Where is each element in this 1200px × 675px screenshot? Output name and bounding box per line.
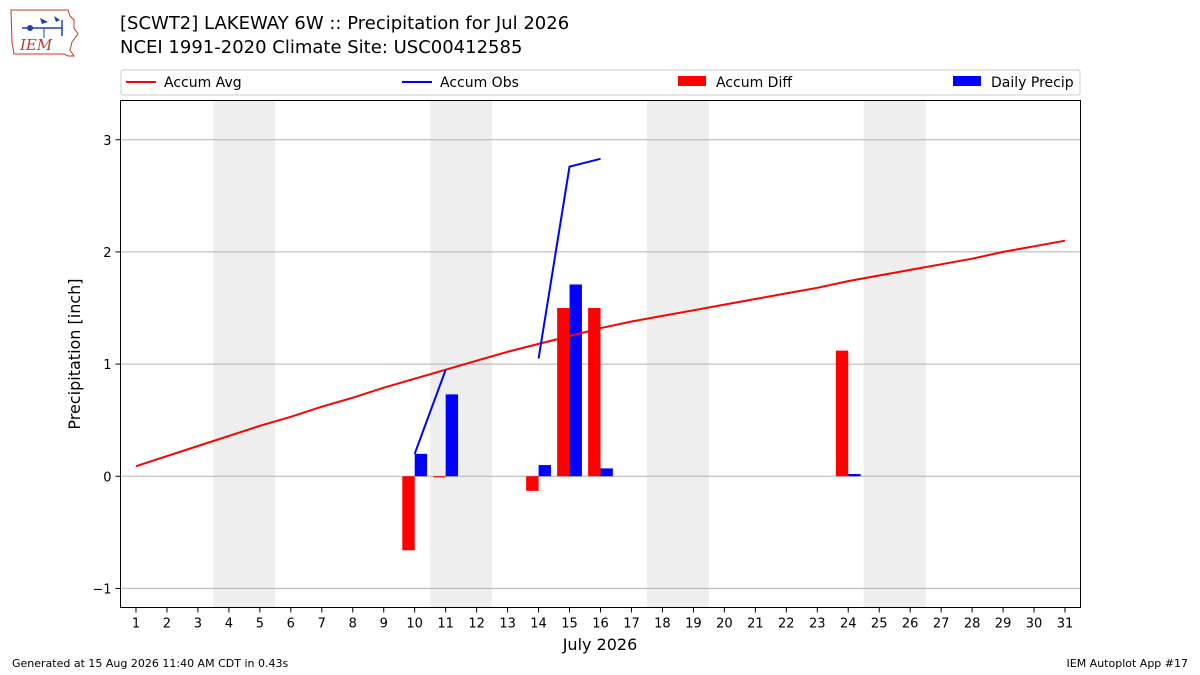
chart-subtitle: NCEI 1991-2020 Climate Site: USC00412585 — [120, 37, 523, 58]
accum-diff-bar — [557, 308, 570, 477]
x-tick-label: 23 — [809, 617, 826, 632]
accum-avg-line — [135, 239, 1066, 468]
x-tick-label: 26 — [902, 617, 919, 632]
x-tick-label: 22 — [778, 617, 795, 632]
accum-diff-bar — [433, 476, 446, 478]
x-tick-label: 29 — [995, 617, 1012, 632]
x-tick-label: 5 — [256, 617, 264, 632]
legend-label-daily-precip: Daily Precip — [991, 75, 1074, 91]
x-tick-label: 9 — [380, 617, 388, 632]
iem-logo: IEM — [10, 9, 79, 57]
x-tick-label: 16 — [592, 617, 609, 632]
x-tick-label: 7 — [318, 617, 326, 632]
x-tick-label: 19 — [685, 617, 702, 632]
x-tick-label: 30 — [1026, 617, 1043, 632]
legend: Accum Avg Accum Obs Accum Diff Daily Pre… — [120, 69, 1081, 96]
weekend-band — [863, 100, 926, 608]
x-tick-label: 27 — [933, 617, 950, 632]
accum-obs-line — [413, 369, 447, 455]
x-tick-label: 12 — [468, 617, 485, 632]
iowa-state-outline — [10, 9, 79, 57]
x-tick-label: 6 — [287, 617, 295, 632]
y-tick-label: 2 — [103, 246, 111, 261]
x-tick-label: 14 — [530, 617, 547, 632]
x-tick-label: 25 — [871, 617, 888, 632]
y-tick-label: 1 — [103, 358, 111, 373]
weekend-band — [213, 100, 276, 608]
legend-label-accum-obs: Accum Obs — [440, 75, 519, 91]
accum-diff-bar — [402, 476, 415, 551]
legend-swatch-accum-diff — [678, 76, 706, 86]
daily-precip-bar — [600, 468, 613, 477]
daily-precip-bar — [414, 453, 428, 477]
x-tick-label: 28 — [964, 617, 981, 632]
daily-precip-bar — [445, 394, 459, 477]
x-tick-label: 24 — [840, 617, 857, 632]
accum-diff-bar — [588, 308, 601, 477]
accum-diff-bar — [835, 350, 849, 477]
x-tick-label: 18 — [654, 617, 671, 632]
y-tick-label: 3 — [103, 134, 111, 149]
x-tick-label: 17 — [623, 617, 640, 632]
x-axis-label: July 2026 — [562, 635, 638, 654]
generated-timestamp: Generated at 15 Aug 2026 11:40 AM CDT in… — [12, 657, 289, 670]
x-tick-label: 1 — [132, 617, 140, 632]
x-tick-label: 11 — [437, 617, 454, 632]
daily-precip-bar — [538, 465, 551, 477]
chart-title: [SCWT2] LAKEWAY 6W :: Precipitation for … — [120, 13, 570, 34]
weekend-band — [646, 100, 709, 608]
accum-diff-bar — [526, 476, 539, 491]
x-tick-label: 31 — [1057, 617, 1074, 632]
accum-obs-line — [537, 157, 601, 359]
x-tick-label: 4 — [225, 617, 233, 632]
x-tick-label: 13 — [499, 617, 516, 632]
daily-precip-bar — [569, 284, 582, 477]
x-tick-label: 15 — [561, 617, 578, 632]
x-tick-label: 8 — [349, 617, 357, 632]
app-credit: IEM Autoplot App #17 — [1066, 657, 1189, 670]
y-tick-label: −1 — [92, 582, 111, 597]
y-axis-label: Precipitation [inch] — [65, 278, 84, 429]
weekend-band — [430, 100, 493, 608]
legend-label-accum-diff: Accum Diff — [716, 75, 792, 91]
x-tick-label: 3 — [194, 617, 202, 632]
legend-label-accum-avg: Accum Avg — [164, 75, 242, 91]
x-tick-label: 21 — [747, 617, 764, 632]
legend-swatch-daily-precip — [953, 76, 981, 86]
y-tick-label: 0 — [103, 470, 111, 485]
x-tick-label: 20 — [716, 617, 733, 632]
legend-box — [120, 69, 1081, 96]
x-tick-label: 10 — [406, 617, 423, 632]
iem-logo-text: IEM — [19, 36, 53, 54]
daily-precip-bar — [848, 474, 861, 477]
x-tick-label: 2 — [163, 617, 171, 632]
